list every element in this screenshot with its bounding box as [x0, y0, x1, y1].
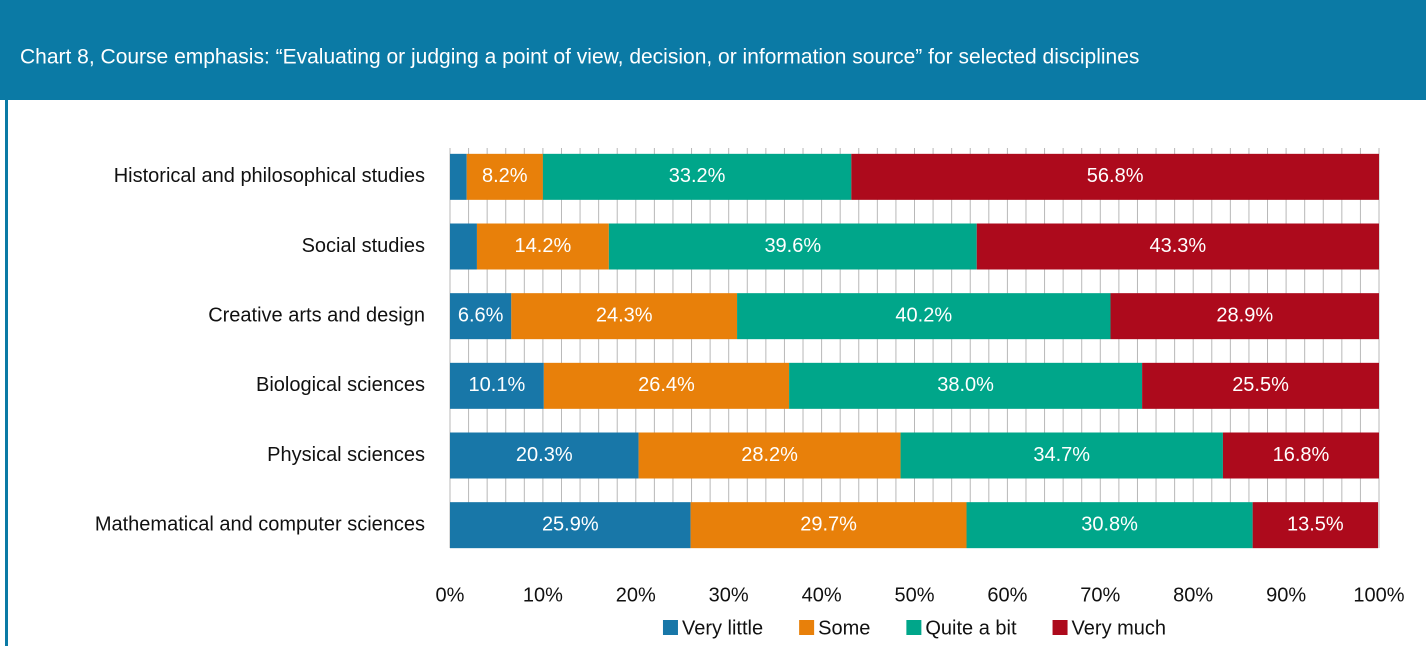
data-label: 33.2%	[669, 165, 726, 187]
data-label: 8.2%	[482, 165, 528, 187]
data-label: 28.2%	[741, 444, 798, 466]
data-label: 24.3%	[596, 304, 653, 326]
bar-segment	[966, 502, 1253, 549]
data-label: 25.5%	[1232, 374, 1289, 396]
legend-swatch	[906, 620, 922, 635]
legend-swatch	[1052, 620, 1068, 635]
x-tick-label: 100%	[1353, 584, 1404, 606]
bar-segment	[690, 502, 967, 549]
bar-segment	[450, 293, 512, 340]
bar-segment	[466, 153, 543, 200]
data-label: 13.5%	[1287, 513, 1344, 535]
data-label: 20.3%	[516, 444, 573, 466]
y-tick-label: Biological sciences	[256, 374, 425, 396]
bar-segment	[542, 153, 852, 200]
bar-segment	[789, 362, 1143, 409]
legend-swatch	[799, 620, 815, 635]
x-tick-label: 0%	[436, 584, 465, 606]
data-label: 26.4%	[638, 374, 695, 396]
bar-segment	[1142, 362, 1379, 409]
bar-segment	[450, 153, 467, 200]
data-label: 34.7%	[1033, 444, 1090, 466]
bar-segment	[476, 223, 609, 270]
legend-label: Some	[818, 617, 870, 639]
bar-segment	[1110, 293, 1379, 340]
data-label: 16.8%	[1273, 444, 1330, 466]
bar-segment	[638, 432, 901, 479]
legend-label: Very little	[682, 617, 763, 639]
x-tick-label: 20%	[616, 584, 656, 606]
data-label: 30.8%	[1081, 513, 1138, 535]
x-tick-label: 60%	[987, 584, 1027, 606]
data-label: 14.2%	[515, 235, 572, 257]
x-tick-label: 50%	[894, 584, 934, 606]
x-tick-label: 70%	[1080, 584, 1120, 606]
legend-label: Quite a bit	[925, 617, 1017, 639]
data-label: 39.6%	[764, 235, 821, 257]
x-tick-label: 40%	[802, 584, 842, 606]
x-tick-label: 90%	[1266, 584, 1306, 606]
bar-segment	[976, 223, 1379, 270]
data-label: 40.2%	[895, 304, 952, 326]
legend-swatch	[662, 620, 678, 635]
y-tick-label: Physical sciences	[267, 444, 425, 466]
legend-label: Very much	[1072, 617, 1166, 639]
bar-segment	[511, 293, 738, 340]
left-border	[5, 100, 8, 646]
bar-segment	[450, 362, 544, 409]
data-label: 25.9%	[542, 513, 599, 535]
y-tick-label: Historical and philosophical studies	[114, 165, 425, 187]
bar-segment	[608, 223, 977, 270]
data-label: 6.6%	[458, 304, 504, 326]
bar-segment	[900, 432, 1223, 479]
bar-segment	[450, 432, 639, 479]
y-tick-label: Creative arts and design	[208, 304, 425, 326]
bar-segment	[450, 223, 477, 270]
x-tick-label: 80%	[1173, 584, 1213, 606]
bar-segment	[450, 502, 691, 549]
data-label: 10.1%	[469, 374, 526, 396]
bar-segment	[543, 362, 790, 409]
bar-segment	[1252, 502, 1379, 549]
data-label: 28.9%	[1216, 304, 1273, 326]
chart-title: Chart 8, Course emphasis: “Evaluating or…	[20, 46, 1139, 69]
y-tick-label: Mathematical and computer sciences	[95, 513, 425, 535]
x-tick-label: 30%	[709, 584, 749, 606]
x-tick-label: 10%	[523, 584, 563, 606]
data-label: 38.0%	[937, 374, 994, 396]
data-label: 56.8%	[1087, 165, 1144, 187]
header-band	[0, 0, 1426, 100]
data-label: 43.3%	[1150, 235, 1207, 257]
bar-segment	[1222, 432, 1379, 479]
bar-segment	[737, 293, 1111, 340]
data-label: 29.7%	[800, 513, 857, 535]
bar-segment	[851, 153, 1379, 200]
y-tick-label: Social studies	[302, 235, 425, 257]
